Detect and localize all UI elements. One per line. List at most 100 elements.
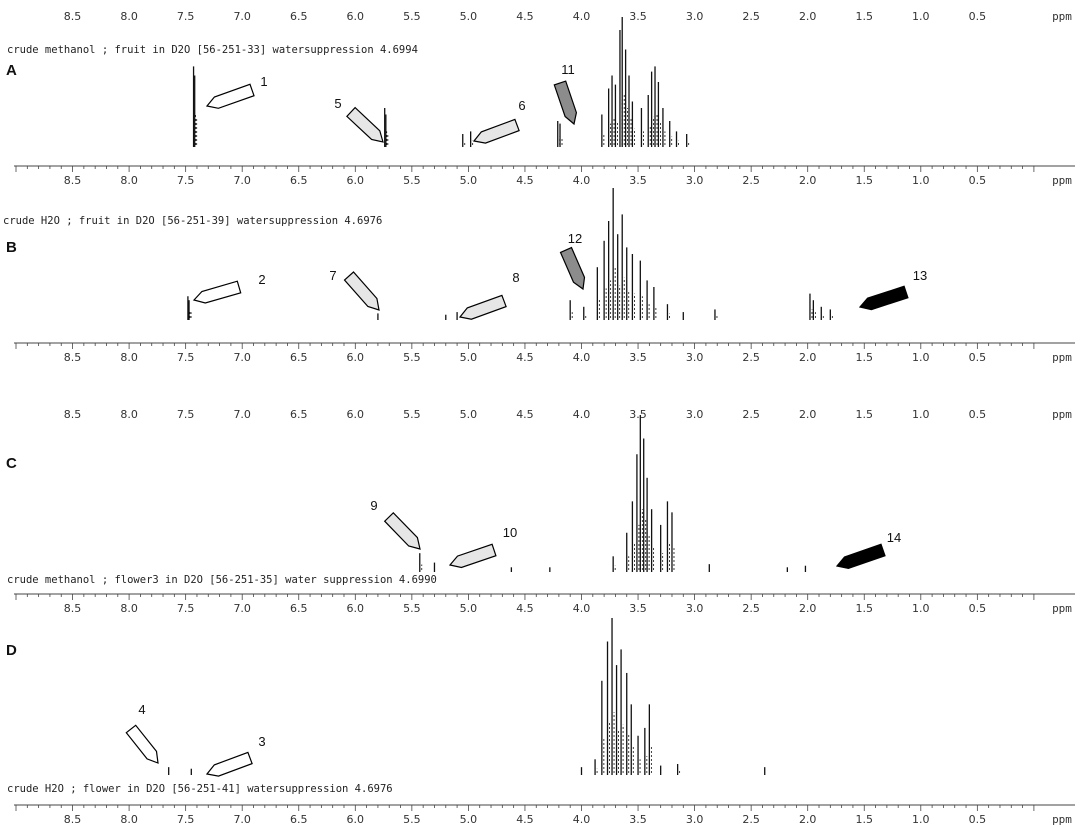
tick-label: 8.0: [120, 813, 138, 826]
spectrum-A: [192, 17, 690, 147]
tick-label: 6.5: [290, 408, 308, 421]
tick-label: 6.5: [290, 813, 308, 826]
tick-label: 5.0: [460, 602, 478, 615]
axis-unit-label: ppm: [1052, 10, 1072, 23]
tick-label: 2.5: [742, 408, 760, 421]
panel-letter: D: [6, 642, 17, 659]
arrow-icon: [448, 543, 497, 569]
arrow-icon: [553, 80, 578, 126]
tick-label: 6.5: [290, 174, 308, 187]
arrow-icon: [192, 280, 242, 304]
tick-label: 5.0: [460, 813, 478, 826]
tick-label: 5.5: [403, 10, 421, 23]
tick-label: 5.5: [403, 408, 421, 421]
tick-label: 7.0: [233, 174, 251, 187]
tick-label: 4.5: [516, 408, 534, 421]
arrow-icon: [125, 724, 159, 764]
annotation-label: 11: [561, 62, 575, 77]
tick-label: 5.0: [460, 174, 478, 187]
tick-label: 1.5: [856, 174, 874, 187]
tick-label: 2.0: [799, 351, 817, 364]
tick-label: 2.0: [799, 10, 817, 23]
tick-label: 3.0: [686, 174, 704, 187]
spectrum-caption: crude methanol ; flower3 in D2O [56-251-…: [7, 574, 437, 586]
arrow-icon: [835, 543, 886, 570]
spectrum-B: [187, 188, 833, 320]
tick-label: 4.5: [516, 602, 534, 615]
tick-label: 5.0: [460, 408, 478, 421]
tick-label: 8.0: [120, 351, 138, 364]
tick-label: 1.0: [912, 602, 930, 615]
tick-label: 0.5: [969, 174, 987, 187]
annotation-label: 13: [913, 268, 927, 283]
tick-label: 7.5: [177, 813, 195, 826]
tick-label: 7.5: [177, 408, 195, 421]
ppm-axis-C: 8.5 8.0 7.5 7.0 6.5 6.0 5.5 5.0 4.5 4.0 3.5 3.0 2.5 2…: [14, 593, 1075, 615]
tick-label: 4.0: [573, 10, 591, 23]
tick-label: 3.0: [686, 813, 704, 826]
spectrum-D: [168, 618, 766, 775]
tick-label: 1.0: [912, 408, 930, 421]
annotation-label: 7: [329, 268, 336, 283]
tick-label: 3.5: [629, 602, 647, 615]
axis-unit-label: ppm: [1052, 174, 1072, 187]
tick-label: 7.0: [233, 602, 251, 615]
tick-label: 8.5: [64, 408, 82, 421]
tick-label: 6.0: [347, 10, 365, 23]
tick-label: 3.5: [629, 813, 647, 826]
annotations-B: 2 7 8 12 13: [192, 231, 927, 320]
tick-label: 3.5: [629, 351, 647, 364]
axis-unit-label: ppm: [1052, 351, 1072, 364]
tick-label: 6.5: [290, 602, 308, 615]
panel-letter: B: [6, 239, 17, 256]
tick-label: 3.5: [629, 174, 647, 187]
tick-label: 7.0: [233, 813, 251, 826]
tick-label: 1.0: [912, 813, 930, 826]
arrow-icon: [858, 285, 909, 311]
arrow-icon: [383, 511, 421, 550]
tick-label: 6.5: [290, 351, 308, 364]
tick-label: 7.5: [177, 174, 195, 187]
tick-label: 6.0: [347, 813, 365, 826]
tick-label: 5.5: [403, 602, 421, 615]
tick-label: 4.5: [516, 351, 534, 364]
tick-label: 4.5: [516, 10, 534, 23]
tick-label: 1.5: [856, 351, 874, 364]
tick-label: 4.0: [573, 408, 591, 421]
tick-label: 8.5: [64, 174, 82, 187]
panel-letter: C: [6, 455, 17, 472]
tick-label: 4.0: [573, 602, 591, 615]
annotation-label: 9: [370, 498, 377, 513]
tick-label: 3.5: [629, 408, 647, 421]
arrow-icon: [205, 83, 255, 109]
arrow-icon: [346, 106, 384, 143]
tick-label: 8.5: [64, 602, 82, 615]
tick-label: 2.5: [742, 351, 760, 364]
ppm-axis-top-labels: 8.5 8.0 7.5 7.0 6.5 6.0 5.5 5.0 4.5 4.0 3.5 3.0 2.5 2…: [64, 10, 1073, 23]
spectrum-caption: crude H2O ; flower in D2O [56-251-41] wa…: [7, 783, 393, 795]
annotation-label: 12: [568, 231, 582, 246]
axis-unit-label: ppm: [1052, 602, 1072, 615]
tick-label: 2.0: [799, 813, 817, 826]
tick-label: 3.0: [686, 408, 704, 421]
tick-label: 0.5: [969, 408, 987, 421]
tick-label: 2.0: [799, 174, 817, 187]
tick-label: 3.0: [686, 602, 704, 615]
tick-label: 6.0: [347, 408, 365, 421]
spectrum-caption: crude methanol ; fruit in D2O [56-251-33…: [7, 44, 418, 56]
tick-label: 2.5: [742, 813, 760, 826]
tick-label: 8.0: [120, 602, 138, 615]
tick-label: 1.5: [856, 408, 874, 421]
annotations-D: 43: [125, 702, 266, 777]
arrow-icon: [472, 118, 520, 144]
annotations-C: 9 10 14: [370, 498, 901, 570]
tick-label: 3.5: [629, 10, 647, 23]
tick-label: 0.5: [969, 813, 987, 826]
tick-label: 7.0: [233, 408, 251, 421]
arrow-icon: [458, 294, 507, 320]
tick-label: 7.5: [177, 10, 195, 23]
tick-label: 0.5: [969, 351, 987, 364]
tick-label: 4.5: [516, 174, 534, 187]
tick-label: 0.5: [969, 602, 987, 615]
